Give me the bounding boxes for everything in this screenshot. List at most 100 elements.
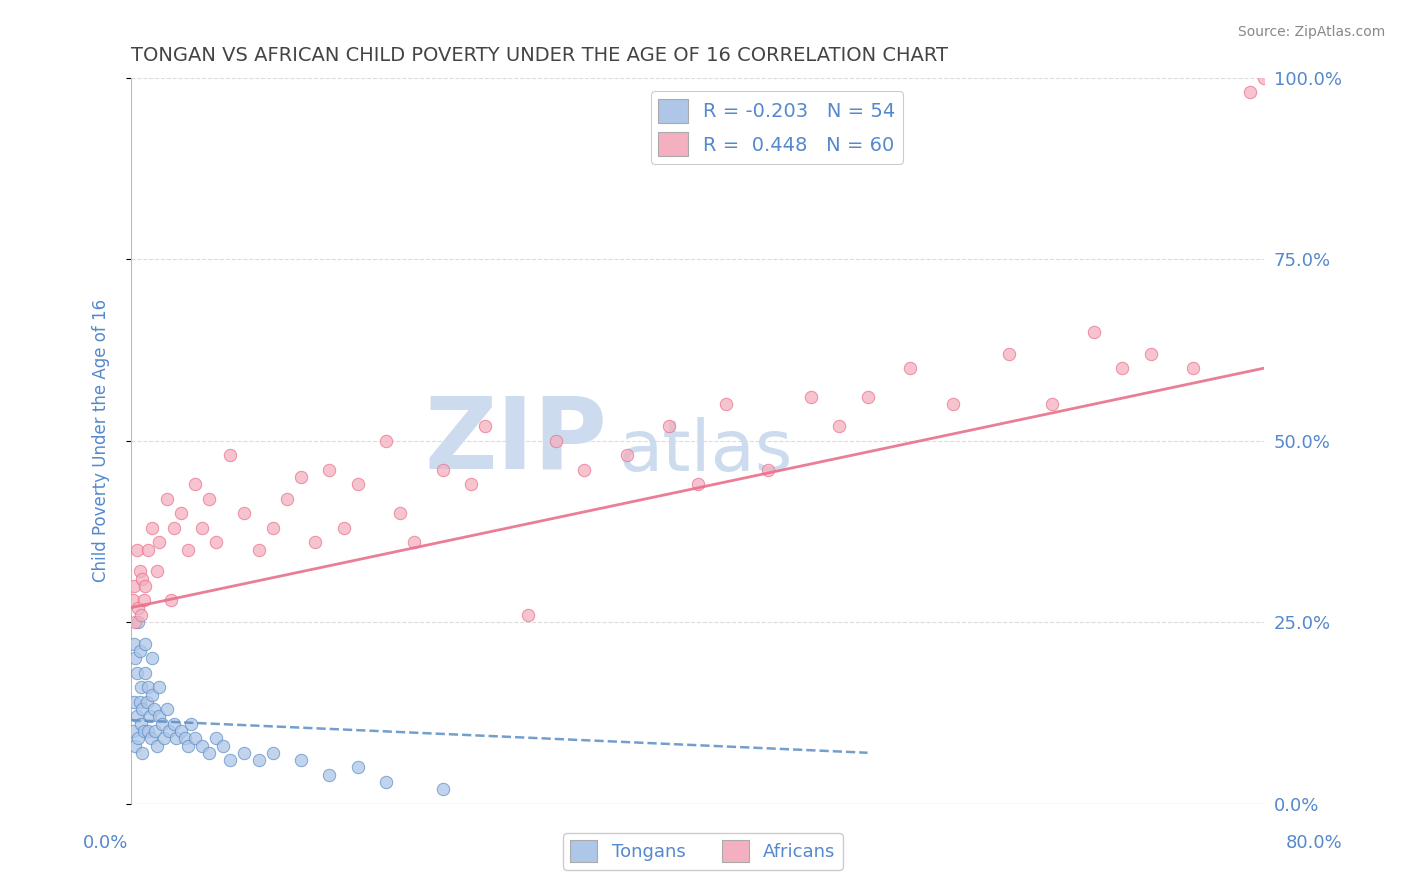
Point — [205, 535, 228, 549]
Point — [150, 716, 173, 731]
Point — [148, 535, 170, 549]
Point — [544, 434, 567, 448]
Text: ZIP: ZIP — [425, 392, 607, 489]
Point — [145, 739, 167, 753]
Point — [304, 535, 326, 549]
Point — [139, 731, 162, 746]
Point — [170, 723, 193, 738]
Point — [1253, 70, 1275, 85]
Point — [125, 709, 148, 723]
Point — [145, 565, 167, 579]
Point — [212, 739, 235, 753]
Point — [121, 723, 143, 738]
Legend: R = -0.203   N = 54, R =  0.448   N = 60: R = -0.203 N = 54, R = 0.448 N = 60 — [651, 91, 903, 164]
Point — [233, 506, 256, 520]
Point — [124, 615, 146, 629]
Point — [127, 615, 149, 629]
Point — [148, 681, 170, 695]
Point — [1239, 86, 1261, 100]
Point — [1182, 361, 1205, 376]
Point — [134, 579, 156, 593]
Point — [318, 463, 340, 477]
Point — [800, 390, 823, 404]
Point — [136, 542, 159, 557]
Point — [184, 731, 207, 746]
Point — [404, 535, 426, 549]
Point — [714, 397, 737, 411]
Point — [138, 709, 160, 723]
Point — [219, 753, 242, 767]
Point — [856, 390, 879, 404]
Point — [346, 477, 368, 491]
Point — [318, 767, 340, 781]
Text: atlas: atlas — [619, 417, 793, 486]
Point — [132, 723, 155, 738]
Point — [122, 579, 145, 593]
Point — [174, 731, 197, 746]
Point — [180, 716, 202, 731]
Point — [247, 542, 270, 557]
Point — [131, 702, 153, 716]
Text: TONGAN VS AFRICAN CHILD POVERTY UNDER THE AGE OF 16 CORRELATION CHART: TONGAN VS AFRICAN CHILD POVERTY UNDER TH… — [131, 46, 948, 65]
Point — [125, 665, 148, 680]
Point — [155, 491, 177, 506]
Point — [389, 506, 412, 520]
Point — [155, 702, 177, 716]
Point — [131, 746, 153, 760]
Point — [198, 491, 221, 506]
Legend: Tongans, Africans: Tongans, Africans — [564, 833, 842, 870]
Point — [122, 695, 145, 709]
Point — [148, 709, 170, 723]
Point — [191, 739, 214, 753]
Point — [205, 731, 228, 746]
Point — [290, 470, 312, 484]
Point — [184, 477, 207, 491]
Point — [135, 695, 157, 709]
Point — [574, 463, 596, 477]
Point — [460, 477, 482, 491]
Point — [177, 542, 200, 557]
Point — [132, 593, 155, 607]
Point — [1111, 361, 1133, 376]
Point — [177, 739, 200, 753]
Point — [124, 739, 146, 753]
Point — [152, 731, 174, 746]
Point — [191, 521, 214, 535]
Point — [128, 565, 150, 579]
Point — [198, 746, 221, 760]
Point — [941, 397, 963, 411]
Point — [332, 521, 354, 535]
Point — [129, 716, 152, 731]
Point — [122, 637, 145, 651]
Point — [134, 665, 156, 680]
Point — [998, 346, 1021, 360]
Text: 0.0%: 0.0% — [83, 834, 128, 852]
Point — [131, 572, 153, 586]
Point — [128, 644, 150, 658]
Point — [127, 731, 149, 746]
Point — [163, 521, 186, 535]
Text: Source: ZipAtlas.com: Source: ZipAtlas.com — [1237, 25, 1385, 39]
Point — [276, 491, 298, 506]
Point — [129, 681, 152, 695]
Point — [516, 607, 538, 622]
Point — [170, 506, 193, 520]
Point — [127, 600, 149, 615]
Point — [247, 753, 270, 767]
Point — [686, 477, 709, 491]
Point — [432, 463, 454, 477]
Point — [1083, 325, 1105, 339]
Point — [898, 361, 921, 376]
Point — [474, 419, 496, 434]
Point — [658, 419, 681, 434]
Text: 80.0%: 80.0% — [1286, 834, 1343, 852]
Point — [758, 463, 780, 477]
Point — [134, 637, 156, 651]
Point — [125, 542, 148, 557]
Point — [141, 651, 163, 665]
Point — [121, 593, 143, 607]
Point — [262, 746, 284, 760]
Point — [163, 716, 186, 731]
Point — [290, 753, 312, 767]
Point — [219, 448, 242, 462]
